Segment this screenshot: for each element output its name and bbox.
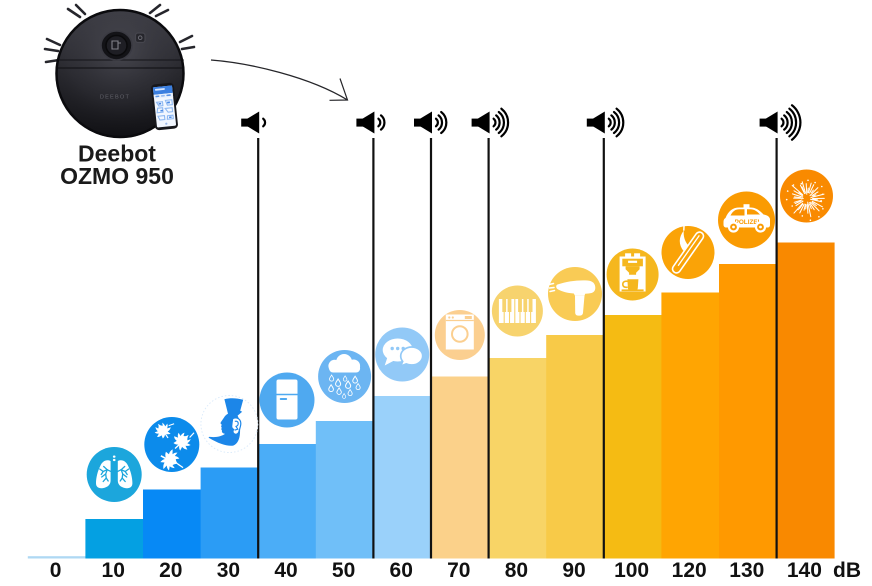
svg-text:130: 130 — [729, 559, 764, 581]
svg-text:OZMO 950: OZMO 950 — [60, 163, 174, 189]
svg-text:50: 50 — [332, 559, 355, 581]
svg-text:dB: dB — [833, 559, 861, 581]
svg-text:60: 60 — [390, 559, 413, 581]
svg-text:140: 140 — [787, 559, 822, 581]
svg-text:70: 70 — [447, 559, 470, 581]
svg-text:100: 100 — [614, 559, 649, 581]
svg-text:10: 10 — [102, 559, 125, 581]
svg-text:DEEBOT: DEEBOT — [100, 95, 130, 101]
svg-text:120: 120 — [672, 559, 707, 581]
svg-text:40: 40 — [274, 559, 297, 581]
svg-text:30: 30 — [217, 559, 240, 581]
svg-text:80: 80 — [505, 559, 528, 581]
svg-text:90: 90 — [562, 559, 585, 581]
svg-text:0: 0 — [50, 559, 62, 581]
svg-text:20: 20 — [159, 559, 182, 581]
